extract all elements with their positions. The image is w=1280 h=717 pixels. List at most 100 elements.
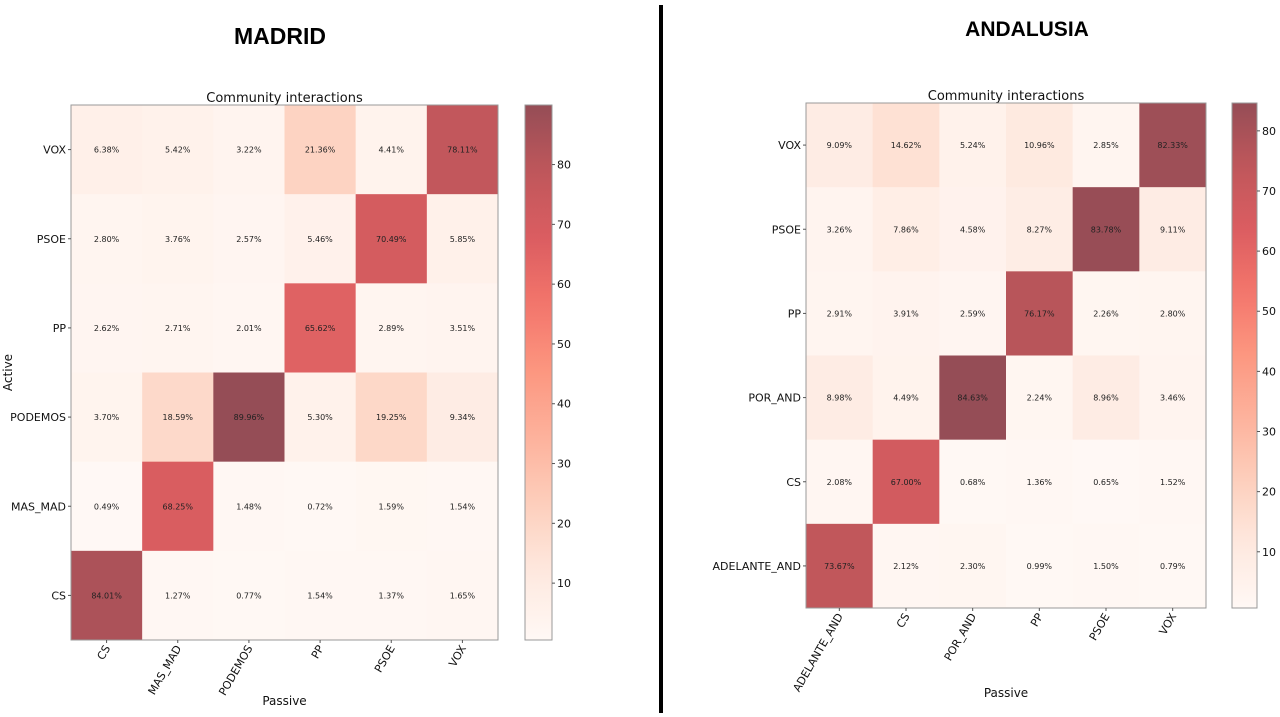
cell-value-label: 8.27% [1027,225,1053,234]
x-tick-label: PODEMOS [216,643,255,698]
x-tick-label: VOX [1157,611,1180,638]
cell-value-label: 73.67% [824,562,855,571]
colorbar-tick-label: 40 [557,398,571,411]
heatmap-cell [355,283,428,373]
heatmap-cell [939,103,1007,188]
cell-value-label: 1.59% [379,502,405,511]
cell-value-label: 84.63% [957,394,988,403]
colorbar-tick-label: 70 [1262,185,1276,198]
cell-value-label: 1.65% [450,591,476,600]
y-tick-label: PSOE [772,223,801,236]
cell-value-label: 4.41% [379,146,405,155]
cell-value-label: 2.71% [165,324,191,333]
heatmap-cell [939,523,1007,609]
heatmap-cell [284,194,357,284]
cell-value-label: 6.38% [94,146,120,155]
heatmap-madrid: Community interactions 6.38% 5.42% 3.22% 21.… [1,91,571,708]
cell-value-label: 2.91% [827,309,853,318]
colorbar-tick-label: 10 [557,577,571,590]
cell-value-label: 0.99% [1027,562,1053,571]
heatmap-cell [142,283,214,373]
heatmap-cell [1006,103,1074,188]
cell-value-label: 5.30% [307,413,333,422]
cell-value-label: 3.51% [450,324,476,333]
heatmap-cell [1072,439,1140,525]
heatmap-cell [213,105,285,195]
heatmap-cell [1006,523,1074,609]
y-tick-label: MAS_MAD [11,500,66,513]
colorbar-tick-label: 80 [1262,125,1276,138]
cell-value-label: 0.79% [1160,562,1186,571]
andalusia-panel-title: ANDALUSIA [965,18,1089,41]
cell-value-label: 2.80% [94,235,120,244]
x-tick-label: PP [1028,611,1046,629]
heatmap-cell [71,105,143,195]
heatmap-cell [355,372,428,463]
cell-value-label: 1.52% [1160,478,1186,487]
cell-value-label: 2.57% [236,235,262,244]
cell-value-label: 2.26% [1093,309,1119,318]
heatmap-cell [872,187,940,272]
cell-value-label: 2.24% [1027,394,1053,403]
colorbar-tick-label: 40 [1262,365,1276,378]
cell-value-label: 2.30% [960,562,986,571]
heatmap-cell [939,439,1007,525]
colorbar [1231,102,1258,609]
colorbar-tick-label: 30 [557,458,571,471]
x-tick-label: CS [95,643,114,662]
heatmap-cell [142,194,214,284]
madrid-panel-title: MADRID [234,23,326,49]
heatmap-cell [142,105,214,195]
cell-value-label: 5.42% [165,146,191,155]
y-tick-label: PODEMOS [10,411,66,424]
heatmap-cell [426,283,499,373]
y-tick-label: VOX [778,139,801,152]
y-tick-label: PSOE [37,233,66,246]
cell-value-label: 0.68% [960,478,986,487]
cell-value-label: 1.37% [379,591,405,600]
cell-value-label: 70.49% [376,235,407,244]
x-tick-label: PP [309,643,327,661]
cell-value-label: 2.62% [94,324,120,333]
x-tick-label: PSOE [1087,611,1113,643]
heatmap-cell [426,461,499,552]
colorbar-tick-label: 80 [557,159,571,172]
heatmap-cell [939,355,1007,441]
heatmap-cell [806,187,874,272]
cell-value-label: 0.72% [307,502,333,511]
heatmap-cell [71,550,143,641]
cell-value-label: 4.58% [960,225,986,234]
chart-title: Community interactions [928,89,1085,104]
y-axis-label: Active [1,354,15,391]
cell-value-label: 2.89% [379,324,405,333]
cell-value-label: 67.00% [891,478,922,487]
heatmap-cell [1006,187,1074,272]
heatmap-andalusia: Community interactions 9.09% 14.62% 5.24% 10… [713,89,1276,700]
heatmap-cell [1072,355,1140,441]
heatmap-cell [284,283,357,373]
cell-value-label: 9.34% [450,413,476,422]
heatmap-cell [872,103,940,188]
heatmap-cell [1139,271,1207,356]
heatmap-cell [1006,439,1074,525]
y-tick-label: POR_AND [748,392,801,405]
cell-value-label: 0.77% [236,591,262,600]
plot-frame [70,104,499,641]
x-tick-label: ADELANTE_AND [790,611,846,694]
cell-value-label: 3.22% [236,146,262,155]
colorbar-tick-label: 60 [557,278,571,291]
cell-value-label: 8.98% [827,394,853,403]
heatmap-cell [213,283,285,373]
cell-value-label: 5.46% [307,235,333,244]
cell-value-label: 2.12% [893,562,919,571]
cell-value-label: 83.78% [1091,225,1122,234]
heatmap-cell [1139,355,1207,441]
cell-value-label: 0.65% [1093,478,1119,487]
x-tick-label: CS [894,611,913,630]
heatmap-cell [71,372,143,463]
heatmap-cell [142,550,214,641]
heatmap-cell [1072,271,1140,356]
heatmap-cell [71,194,143,284]
heatmap-cell [71,283,143,373]
heatmap-cell [1139,187,1207,272]
